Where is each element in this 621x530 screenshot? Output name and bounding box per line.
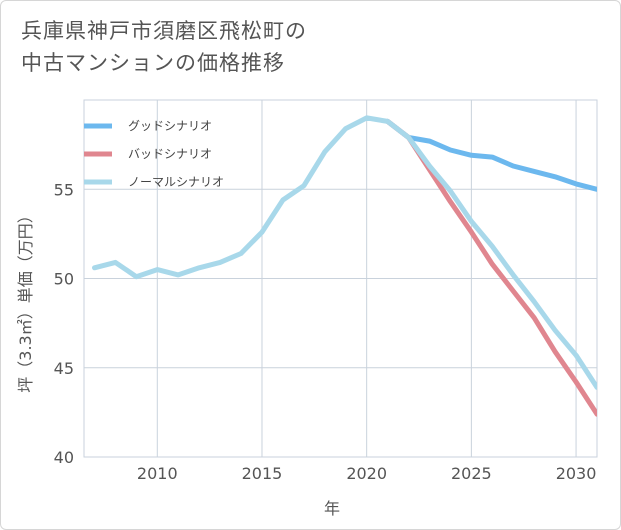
y-axis-label: 坪（3.3㎡）単価（万円） [16, 207, 35, 392]
x-tick-label: 2030 [556, 464, 597, 483]
x-tick-label: 2015 [242, 464, 283, 483]
series-line-3 [92, 115, 597, 390]
grid [83, 99, 598, 458]
x-tick-label: 2020 [346, 464, 387, 483]
y-tick-label: 55 [54, 180, 74, 199]
series-line-1 [385, 118, 597, 192]
y-tick-label: 45 [54, 359, 74, 378]
x-tick-label: 2010 [137, 464, 178, 483]
tick-labels: 40 45 50 55 2010 2015 2020 2025 2030 [54, 180, 597, 483]
x-tick-label: 2025 [451, 464, 492, 483]
series-line-2 [385, 118, 597, 417]
legend-label-3: ノーマルシナリオ [128, 175, 224, 189]
legend-label-2: バッドシナリオ [128, 147, 212, 161]
chart-title-line2: 中古マンションの価格推移 [21, 51, 285, 75]
series-lines [92, 115, 597, 417]
y-tick-label: 50 [54, 270, 74, 289]
chart-title: 兵庫県神戸市須磨区飛松町の 中古マンションの価格推移 [21, 15, 307, 79]
legend-label-1: グッドシナリオ [128, 119, 212, 133]
x-axis-label: 年 [324, 499, 340, 518]
y-tick-label: 40 [54, 448, 74, 467]
chart-title-line1: 兵庫県神戸市須磨区飛松町の [21, 19, 307, 43]
